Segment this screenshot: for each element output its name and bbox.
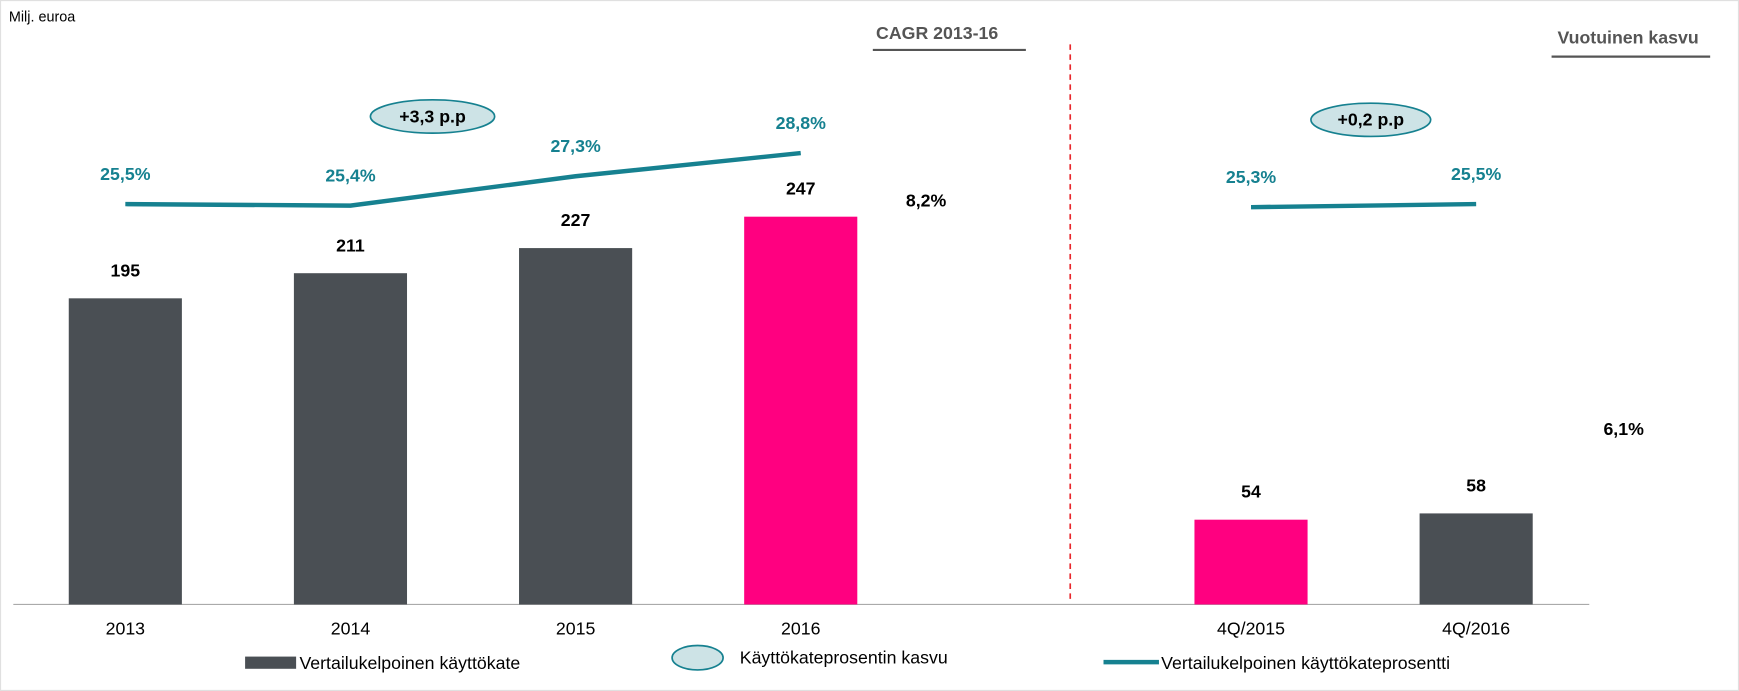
data-label: 54 bbox=[1241, 482, 1261, 502]
x-tick-label: 2013 bbox=[106, 619, 146, 639]
line bbox=[1250, 201, 1477, 210]
unit-label: Milj. euroa bbox=[9, 10, 76, 26]
bar bbox=[1419, 513, 1533, 605]
legend-label: Vertailukelpoinen käyttökate bbox=[299, 653, 520, 673]
growth-bubble bbox=[1310, 102, 1432, 138]
bar bbox=[519, 248, 633, 605]
legend-swatch bbox=[671, 644, 724, 671]
legend-label: Vertailukelpoinen käyttökateprosentti bbox=[1161, 653, 1450, 673]
x-tick-label: 2014 bbox=[331, 619, 371, 639]
data-label: 227 bbox=[561, 210, 591, 230]
data-label: 195 bbox=[111, 260, 141, 280]
x-tick-label: 2016 bbox=[781, 619, 821, 639]
yoy-value: 6,1% bbox=[1603, 419, 1644, 439]
x-tick-label: 4Q/2015 bbox=[1217, 619, 1285, 639]
legend-swatch bbox=[245, 656, 297, 669]
bar bbox=[744, 216, 858, 605]
growth-label: +0,2 p.p bbox=[1338, 110, 1405, 130]
data-label: 28,8% bbox=[776, 113, 827, 133]
cagr-value: 8,2% bbox=[906, 191, 947, 211]
data-label: 27,3% bbox=[550, 136, 601, 156]
data-label: 25,5% bbox=[100, 164, 151, 184]
bar bbox=[68, 298, 182, 605]
data-label: 25,5% bbox=[1451, 164, 1502, 184]
data-label: 25,4% bbox=[325, 165, 376, 185]
data-label: 25,3% bbox=[1226, 167, 1277, 187]
line bbox=[125, 150, 801, 208]
x-tick-label: 2015 bbox=[556, 619, 596, 639]
bar bbox=[293, 273, 408, 605]
cagr-title: CAGR 2013-16 bbox=[876, 23, 998, 43]
bar bbox=[1194, 519, 1308, 605]
legend-label: Käyttökateprosentin kasvu bbox=[740, 647, 948, 667]
x-tick-label: 4Q/2016 bbox=[1442, 619, 1510, 639]
data-label: 211 bbox=[336, 235, 365, 255]
data-label: 58 bbox=[1466, 475, 1486, 495]
yoy-title: Vuotuinen kasvu bbox=[1557, 28, 1698, 48]
growth-bubble bbox=[369, 99, 496, 134]
data-label: 247 bbox=[786, 179, 816, 199]
growth-label: +3,3 p.p bbox=[399, 106, 466, 126]
